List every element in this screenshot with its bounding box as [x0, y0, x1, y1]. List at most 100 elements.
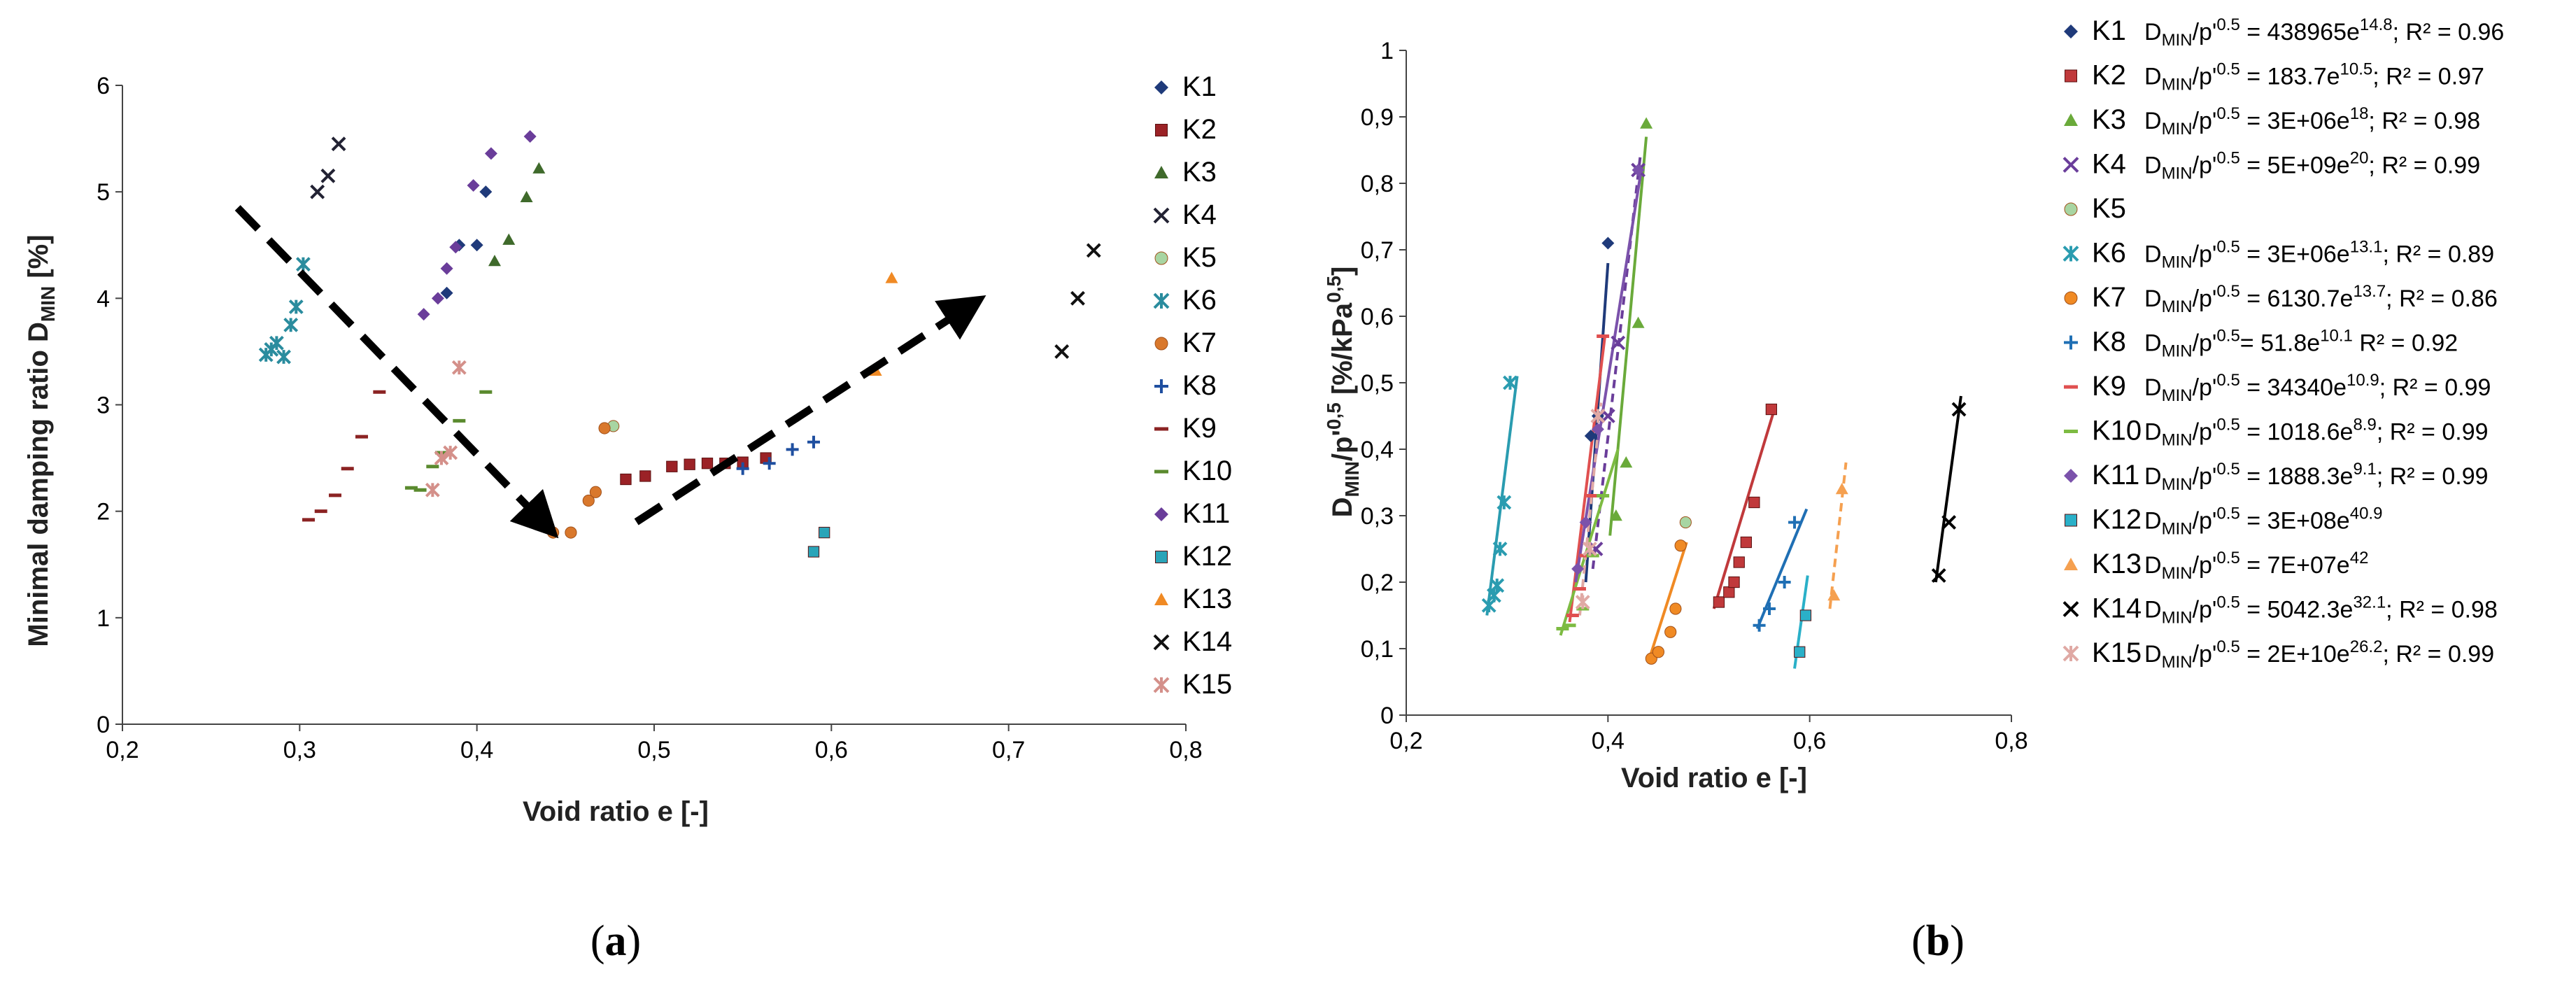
- chart-a-legend-label-k14: K14: [1182, 626, 1232, 657]
- chart-b-legend-label-k12: K12: [2092, 504, 2142, 535]
- chart-a-point-k8: [786, 443, 799, 456]
- chart-b-panel-label: (b): [1911, 917, 1965, 965]
- chart-a-point-k11: [523, 130, 537, 143]
- chart-a-legend-marker-k3: [1154, 166, 1168, 178]
- chart-b-trend-k2: [1712, 409, 1776, 609]
- chart-a-y-tick-label: 4: [97, 285, 110, 312]
- chart-b-point-k8: [1763, 602, 1776, 615]
- chart-b-legend-equation-k4: DMIN/p'0.5 = 5E+09e20; R² = 0.99: [2144, 149, 2480, 183]
- chart-b-legend-equation-k2: DMIN/p'0.5 = 183.7e10.5; R² = 0.97: [2144, 60, 2484, 94]
- chart-a-legend-marker-k5: [1154, 251, 1168, 265]
- chart-b-trend-k6: [1485, 376, 1519, 616]
- chart-b-point-k2: [1748, 496, 1760, 509]
- chart-a-y-tick-label: 0: [97, 712, 110, 738]
- chart-a-point-k15: [451, 360, 467, 375]
- chart-b-trend-k11: [1574, 169, 1643, 583]
- chart-b-point-k7: [1669, 602, 1682, 615]
- chart-a-legend-label-k3: K3: [1182, 157, 1217, 188]
- chart-b-point-k3: [1620, 456, 1633, 468]
- chart-a-legend-label-k6: K6: [1182, 285, 1217, 316]
- chart-b-legend-label-k10: K10: [2092, 416, 2142, 446]
- chart-a-x-tick-label: 0,2: [106, 737, 139, 763]
- chart-b-legend-marker-k5: [2064, 202, 2078, 216]
- chart-b-point-k2: [1713, 596, 1725, 608]
- chart-b-point-k11: [1571, 563, 1585, 575]
- chart-b-point-k2: [1765, 403, 1778, 416]
- chart-b-x-tick-label: 0,2: [1389, 728, 1422, 754]
- chart-a-point-k1: [470, 239, 483, 252]
- chart-a-point-k2: [666, 460, 678, 472]
- chart-a-point-k7: [582, 494, 595, 507]
- chart-a-point-k11: [440, 262, 453, 275]
- chart-b-legend-equation-k12: DMIN/p'0.5 = 3E+08e40.9: [2144, 504, 2382, 539]
- chart-a-legend-label-k12: K12: [1182, 541, 1232, 572]
- chart-b-point-k15: [1575, 595, 1590, 609]
- chart-a-point-k3: [520, 190, 533, 202]
- chart-b-point-k6: [1489, 578, 1505, 593]
- chart-a-point-k7: [547, 526, 560, 539]
- chart-b-point-k1: [1601, 237, 1615, 250]
- chart-b-point-k7: [1674, 539, 1687, 552]
- chart-b-point-k3: [1609, 509, 1622, 521]
- chart-a-point-k8: [807, 435, 820, 449]
- chart-a-point-k1: [440, 286, 453, 299]
- chart-b-y-tick-label: 0,1: [1361, 636, 1394, 663]
- chart-b-legend-equation-k6: DMIN/p'0.5 = 3E+06e13.1; R² = 0.89: [2144, 238, 2494, 272]
- chart-a-point-k11: [467, 179, 480, 192]
- chart-b-legend-label-k1: K1: [2092, 15, 2126, 46]
- chart-b-legend-label-k6: K6: [2092, 238, 2126, 269]
- chart-b-point-k2: [1723, 586, 1735, 598]
- chart-b-legend-marker-k6: [2062, 246, 2079, 262]
- chart-b-legend-label-k13: K13: [2092, 549, 2142, 579]
- chart-b-point-k8: [1788, 516, 1802, 529]
- chart-a-legend-marker-k4: [1153, 207, 1170, 224]
- chart-a-x-tick-label: 0,6: [815, 737, 848, 763]
- chart-b-point-k13: [1835, 483, 1848, 495]
- chart-a-legend-marker-k12: [1155, 551, 1168, 563]
- chart-b-legend-label-k3: K3: [2092, 104, 2126, 135]
- chart-a-legend-marker-k2: [1155, 124, 1168, 136]
- chart-a-y-tick-label: 2: [97, 499, 110, 525]
- chart-b-x-tick-label: 0,4: [1592, 728, 1625, 754]
- chart-a-y-tick-label: 5: [97, 179, 110, 206]
- chart-b-y-tick-label: 0: [1380, 703, 1394, 729]
- chart-a-x-tick-label: 0,3: [283, 737, 316, 763]
- chart-a-y-tick-label: 6: [97, 73, 110, 99]
- chart-a-point-k11: [484, 147, 497, 160]
- chart-b-legend-label-k8: K8: [2092, 327, 2126, 358]
- chart-a-legend-label-k8: K8: [1182, 370, 1217, 401]
- chart-a-x-label: Void ratio e [-]: [523, 796, 709, 827]
- chart-b-x-tick-label: 0,6: [1793, 728, 1826, 754]
- chart-b-legend-label-k14: K14: [2092, 593, 2142, 624]
- chart-a-point-k11: [431, 292, 444, 305]
- chart-a-point-k8: [736, 462, 749, 475]
- chart-a-trend-arrow-1: [234, 205, 559, 539]
- chart-b-point-k12: [1794, 646, 1806, 658]
- chart-b-legend-label-k11: K11: [2092, 460, 2139, 491]
- chart-a-point-k3: [532, 162, 546, 174]
- chart-a-legend-marker-k13: [1154, 593, 1168, 605]
- chart-a: 0,2 0,3 0,4 0,5 0,6 0,7 0,8 0 1 2 3 4 5 6 K1 K2 K3 K4 K5 K…: [23, 71, 1232, 965]
- chart-b: 0,2 0,4 0,6 0,8 0 0,1 0,2 0,3 0,4 0,5 0,6 0,7 0,8 0,9…: [1323, 15, 2504, 965]
- chart-b-legend-equation-k15: DMIN/p'0.5 = 2E+10e26.2; R² = 0.99: [2144, 637, 2494, 672]
- chart-a-y-label: Minimal damping ratio DMIN [%]: [23, 234, 59, 647]
- chart-b-legend-label-k7: K7: [2092, 282, 2126, 313]
- chart-b-legend-marker-k14: [2062, 601, 2079, 617]
- chart-a-legend-label-k4: K4: [1182, 199, 1217, 230]
- chart-b-legend-marker-k8: [2064, 335, 2078, 350]
- chart-a-legend-marker-k14: [1153, 634, 1170, 651]
- chart-b-point-k14: [1931, 568, 1946, 583]
- chart-a-point-k8: [763, 457, 776, 470]
- chart-b-point-k11: [1632, 164, 1645, 176]
- chart-a-point-k12: [819, 526, 830, 539]
- chart-a-point-k3: [488, 255, 501, 267]
- chart-a-point-k2: [701, 458, 714, 470]
- chart-a-trend-arrow-2: [634, 295, 986, 525]
- chart-a-x-tick-label: 0,5: [637, 737, 670, 763]
- chart-b-legend-equation-k7: DMIN/p'0.5 = 6130.7e13.7; R² = 0.86: [2144, 282, 2498, 316]
- chart-b-point-k15: [1590, 409, 1606, 423]
- chart-b-trend-k3: [1608, 136, 1648, 536]
- chart-b-y-tick-label: 0,2: [1361, 570, 1394, 596]
- chart-a-point-k13: [885, 271, 898, 283]
